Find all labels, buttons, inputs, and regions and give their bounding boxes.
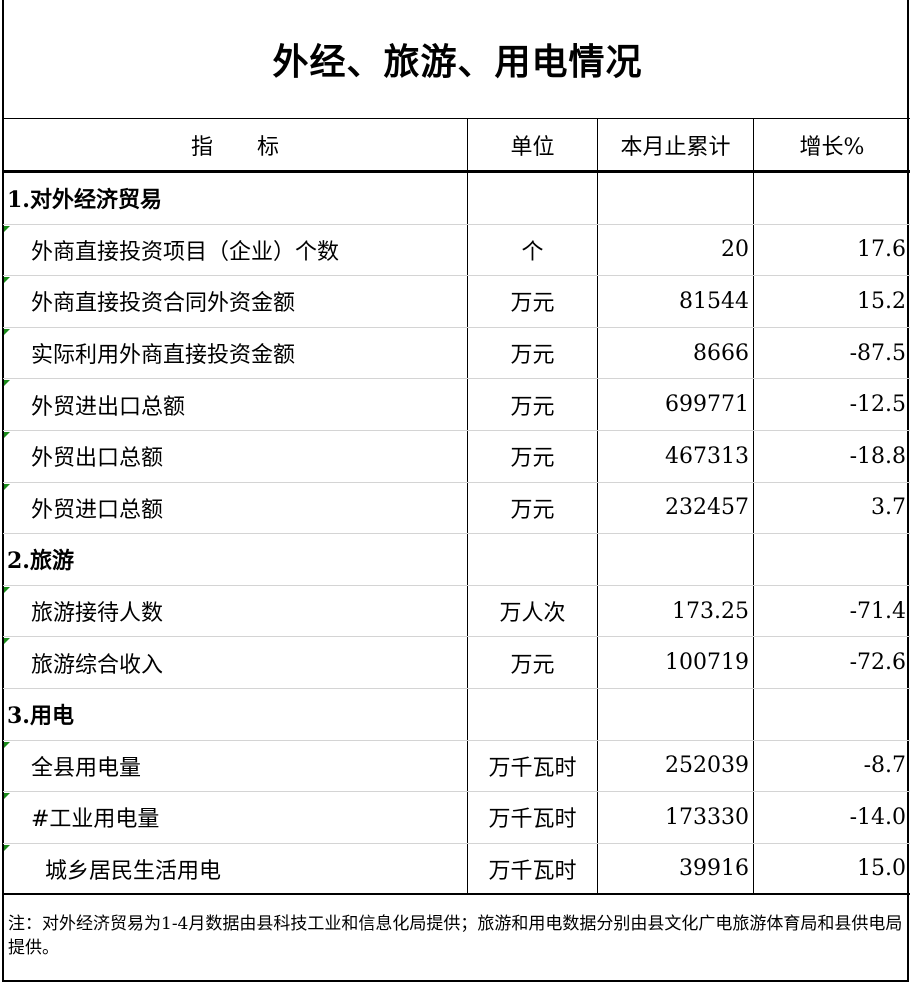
cell-value: 252039: [597, 740, 753, 792]
cell-value: [597, 173, 753, 224]
cell-value: [597, 689, 753, 740]
cell-indicator-triangle-icon: [4, 277, 10, 284]
cell-label: 外贸出口总额: [31, 446, 164, 472]
table-row: 实际利用外商直接投资金额 万元 8666 -87.5: [3, 327, 910, 380]
cell-unit: 万人次: [467, 585, 597, 637]
cell-indicator-triangle-icon: [4, 844, 10, 851]
cell-indicator-triangle-icon: [4, 483, 10, 490]
cell-growth: -72.6: [753, 637, 910, 688]
header-indicator: 指 标: [190, 134, 279, 160]
cell-indicator-triangle-icon: [4, 793, 10, 800]
cell-indicator-triangle-icon: [4, 225, 10, 232]
cell-growth: -14.0: [753, 792, 910, 843]
cell-unit: 万元: [467, 379, 597, 430]
cell-unit: 万元: [467, 637, 597, 688]
cell-unit: 万千瓦时: [467, 843, 597, 894]
cell-value: 467313: [597, 431, 753, 482]
cell-growth: 15.2: [753, 276, 910, 327]
cell-growth: [753, 173, 910, 224]
table-row: 旅游接待人数 万人次 173.25 -71.4: [3, 585, 910, 638]
table-row: #工业用电量 万千瓦时 173330 -14.0: [3, 792, 910, 844]
footnote: 注：对外经济贸易为1-4月数据由县科技工业和信息化局提供；旅游和用电数据分别由县…: [8, 914, 903, 958]
table-row: 外商直接投资项目（企业）个数 个 20 17.6: [3, 224, 910, 277]
page-title: 外经、旅游、用电情况: [272, 41, 643, 83]
cell-growth: -12.5: [753, 379, 910, 430]
cell-label: 实际利用外商直接投资金额: [31, 343, 296, 369]
cell-unit: 万千瓦时: [467, 792, 597, 843]
cell-value: 173.25: [597, 585, 753, 637]
table-row: 外商直接投资合同外资金额 万元 81544 15.2: [3, 276, 910, 328]
header-growth: 增长%: [753, 119, 910, 170]
cell-unit: [467, 534, 597, 585]
cell-value: 173330: [597, 792, 753, 843]
cell-value: 8666: [597, 327, 753, 379]
cell-label: 城乡居民生活用电: [45, 858, 222, 884]
header-unit: 单位: [467, 119, 597, 170]
cell-unit: [467, 173, 597, 224]
cell-indicator-triangle-icon: [4, 380, 10, 387]
cell-unit: 个: [467, 224, 597, 276]
table-row: 城乡居民生活用电 万千瓦时 39916 15.0: [3, 843, 910, 896]
cell-unit: 万元: [467, 482, 597, 534]
cell-label: 全县用电量: [31, 755, 142, 781]
cell-unit: 万千瓦时: [467, 740, 597, 792]
table-row: 外贸出口总额 万元 467313 -18.8: [3, 431, 910, 483]
cell-growth: -87.5: [753, 327, 910, 379]
cell-indicator-triangle-icon: [4, 586, 10, 593]
cell-value: 81544: [597, 276, 753, 327]
cell-indicator-triangle-icon: [4, 432, 10, 438]
cell-label: #工业用电量: [31, 807, 160, 833]
cell-value: [597, 534, 753, 585]
cell-label: 外贸进口总额: [31, 497, 164, 523]
cell-unit: [467, 689, 597, 740]
cell-indicator-triangle-icon: [4, 741, 10, 748]
section-row: 3.用电: [3, 689, 910, 741]
cell-value: 699771: [597, 379, 753, 430]
cell-indicator-triangle-icon: [4, 328, 10, 335]
cell-value: 100719: [597, 637, 753, 688]
cell-label: 外商直接投资合同外资金额: [31, 291, 296, 317]
cell-growth: -71.4: [753, 585, 910, 637]
table-row: 外贸进出口总额 万元 699771 -12.5: [3, 379, 910, 431]
header-cumulative: 本月止累计: [597, 119, 753, 170]
cell-label: 1.对外经济贸易: [7, 187, 162, 214]
cell-value: 232457: [597, 482, 753, 534]
cell-value: 20: [597, 224, 753, 276]
table-row: 全县用电量 万千瓦时 252039 -8.7: [3, 740, 910, 793]
cell-label: 3.用电: [7, 703, 74, 730]
cell-unit: 万元: [467, 327, 597, 379]
cell-label: 外商直接投资项目（企业）个数: [31, 239, 340, 265]
cell-unit: 万元: [467, 431, 597, 482]
cell-label: 外贸进出口总额: [31, 394, 186, 420]
table-header: 指 标 单位 本月止累计 增长%: [3, 118, 910, 173]
section-row: 1.对外经济贸易: [3, 173, 910, 225]
cell-label: 2.旅游: [7, 548, 74, 575]
section-row: 2.旅游: [3, 534, 910, 586]
cell-growth: -18.8: [753, 431, 910, 482]
table-row: 外贸进口总额 万元 232457 3.7: [3, 482, 910, 535]
cell-growth: 3.7: [753, 482, 910, 534]
cell-growth: [753, 534, 910, 585]
cell-growth: [753, 689, 910, 740]
cell-label: 旅游综合收入: [31, 652, 164, 678]
cell-unit: 万元: [467, 276, 597, 327]
cell-value: 39916: [597, 843, 753, 894]
cell-growth: 15.0: [753, 843, 910, 894]
cell-growth: 17.6: [753, 224, 910, 276]
cell-indicator-triangle-icon: [4, 638, 10, 645]
table-row: 旅游综合收入 万元 100719 -72.6: [3, 637, 910, 689]
cell-label: 旅游接待人数: [31, 601, 164, 627]
cell-growth: -8.7: [753, 740, 910, 792]
